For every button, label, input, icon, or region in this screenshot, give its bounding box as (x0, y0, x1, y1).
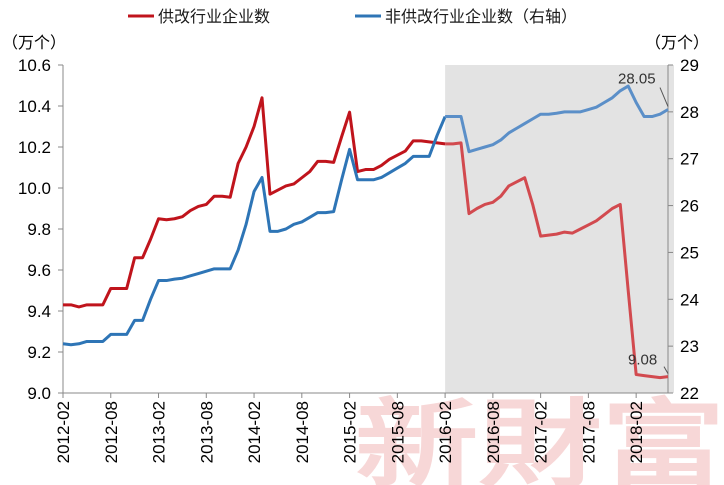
series-lines (62, 84, 669, 380)
axes: 9.0 9.2 9.4 9.6 9.8 10.0 10.2 10.4 10.6 22 23 24 25 2… (18, 56, 699, 463)
x-tick-label: 2016-02 (436, 401, 455, 463)
series-reform-line (63, 96, 446, 309)
left-tick-label: 10.0 (18, 179, 51, 198)
legend-label: 非供改行业企业数（右轴） (385, 7, 577, 26)
right-tick-label: 27 (680, 150, 699, 169)
x-tick-label: 2013-08 (197, 401, 216, 463)
x-tick-label: 2013-02 (150, 401, 169, 463)
annotation-label: 28.05 (618, 71, 656, 88)
annotation-leader (659, 87, 669, 107)
series-reform-line-shaded (445, 141, 669, 380)
shaded-region (445, 65, 674, 393)
left-tick-label: 9.4 (27, 302, 51, 321)
left-axis-unit: （万个） (2, 33, 66, 52)
x-tick-label: 2018-02 (627, 401, 646, 463)
x-tick-label: 2016-08 (484, 401, 503, 463)
watermark-layer: 新財富 (355, 388, 724, 485)
annotations: 28.05 9.08 (618, 71, 669, 374)
left-tick-label: 9.0 (27, 384, 51, 403)
watermark-text: 新財富 (355, 388, 724, 485)
annotation-label: 9.08 (628, 352, 657, 369)
x-tick-label: 2017-02 (532, 401, 551, 463)
left-tick-label: 10.4 (18, 97, 51, 116)
legend-label: 供改行业企业数 (158, 7, 270, 26)
left-tick-label: 9.2 (27, 343, 51, 362)
x-tick-label: 2014-02 (245, 401, 264, 463)
right-tick-label: 24 (680, 290, 699, 309)
right-tick-label: 25 (680, 243, 699, 262)
legend: 供改行业企业数 非供改行业企业数（右轴） (128, 7, 577, 26)
left-tick-label: 10.6 (18, 56, 51, 75)
x-tick-label: 2015-08 (388, 401, 407, 463)
x-tick-label: 2015-02 (341, 401, 360, 463)
x-tick-label: 2014-08 (293, 401, 312, 463)
right-tick-label: 22 (680, 384, 699, 403)
x-tick-label: 2012-02 (54, 401, 73, 463)
left-tick-label: 9.6 (27, 261, 51, 280)
left-tick-label: 10.2 (18, 138, 51, 157)
series-nonreform-line-shaded (445, 84, 669, 154)
right-axis-unit: （万个） (645, 33, 709, 52)
series-nonreform-line (62, 115, 447, 347)
shaded-rect (445, 65, 674, 393)
right-tick-label: 28 (680, 103, 699, 122)
left-tick-label: 9.8 (27, 220, 51, 239)
right-tick-label: 26 (680, 197, 699, 216)
annotation-leader (663, 366, 669, 374)
right-tick-label: 23 (680, 337, 699, 356)
x-tick-label: 2017-08 (579, 401, 598, 463)
x-tick-label: 2012-08 (102, 401, 121, 463)
right-tick-label: 29 (680, 56, 699, 75)
